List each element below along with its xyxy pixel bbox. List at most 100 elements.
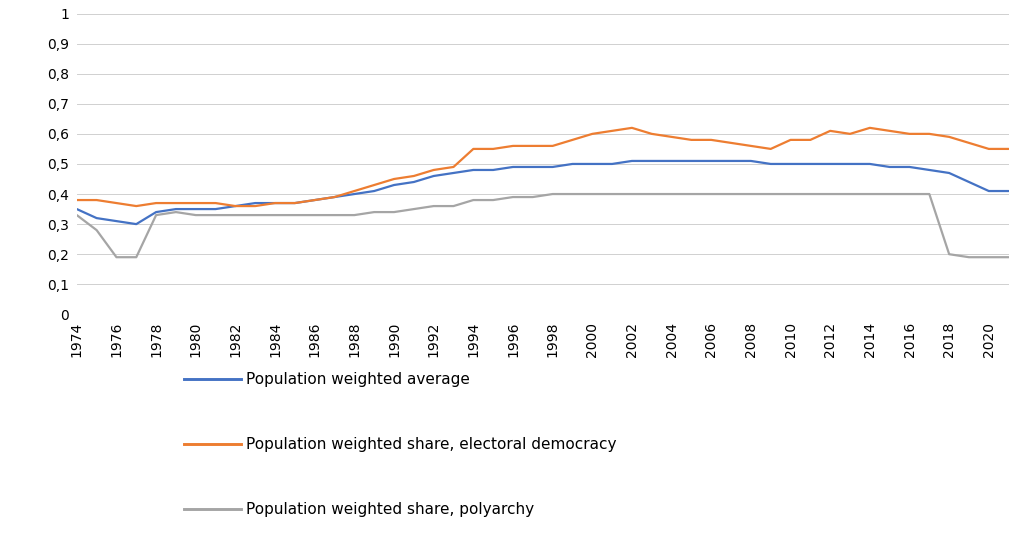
Population weighted share, electoral democracy — [90, 197, 102, 203]
Population weighted share, polyarchy — [903, 191, 915, 197]
Population weighted share, polyarchy — [71, 212, 83, 218]
Population weighted share, polyarchy — [229, 212, 242, 218]
Population weighted average — [824, 160, 837, 167]
Population weighted share, electoral democracy — [706, 137, 718, 143]
Population weighted share, polyarchy — [547, 191, 559, 197]
Population weighted share, electoral democracy — [150, 200, 162, 207]
Population weighted average — [706, 158, 718, 164]
Population weighted share, polyarchy — [924, 191, 936, 197]
Population weighted share, polyarchy — [526, 194, 539, 201]
Population weighted share, electoral democracy — [130, 203, 142, 209]
Population weighted share, polyarchy — [706, 191, 718, 197]
Population weighted average — [903, 164, 915, 170]
Population weighted share, electoral democracy — [71, 197, 83, 203]
Population weighted average — [111, 218, 123, 224]
Population weighted average — [844, 160, 856, 167]
Population weighted average — [249, 200, 261, 207]
Population weighted share, electoral democracy — [666, 134, 678, 140]
Population weighted average — [487, 167, 500, 173]
Population weighted share, polyarchy — [983, 254, 995, 261]
Population weighted share, polyarchy — [744, 191, 757, 197]
Population weighted share, polyarchy — [666, 191, 678, 197]
Population weighted share, polyarchy — [824, 191, 837, 197]
Population weighted share, electoral democracy — [189, 200, 202, 207]
Population weighted average — [329, 194, 341, 201]
Population weighted share, polyarchy — [447, 203, 460, 209]
Population weighted average — [606, 160, 618, 167]
Population weighted average — [210, 206, 222, 212]
Population weighted share, electoral democracy — [329, 194, 341, 201]
Population weighted average — [229, 203, 242, 209]
Line: Population weighted average: Population weighted average — [77, 161, 1009, 224]
Population weighted average — [447, 170, 460, 176]
Population weighted share, electoral democracy — [586, 131, 598, 137]
Population weighted share, electoral democracy — [467, 146, 479, 152]
Population weighted share, polyarchy — [249, 212, 261, 218]
Population weighted share, electoral democracy — [863, 125, 876, 131]
Population weighted share, polyarchy — [308, 212, 321, 218]
Population weighted share, electoral democracy — [784, 137, 797, 143]
Population weighted average — [428, 173, 440, 179]
Text: Population weighted share, polyarchy: Population weighted share, polyarchy — [246, 502, 534, 517]
Population weighted share, electoral democracy — [428, 167, 440, 173]
Population weighted share, polyarchy — [586, 191, 598, 197]
Population weighted share, polyarchy — [765, 191, 777, 197]
Population weighted average — [388, 182, 400, 188]
Population weighted share, polyarchy — [943, 251, 955, 257]
Population weighted share, polyarchy — [963, 254, 975, 261]
Population weighted share, electoral democracy — [765, 146, 777, 152]
Population weighted average — [308, 197, 321, 203]
Population weighted share, polyarchy — [348, 212, 360, 218]
Population weighted share, polyarchy — [566, 191, 579, 197]
Population weighted share, electoral democracy — [884, 127, 896, 134]
Population weighted average — [566, 160, 579, 167]
Population weighted average — [348, 191, 360, 197]
Population weighted share, polyarchy — [784, 191, 797, 197]
Population weighted share, polyarchy — [1002, 254, 1015, 261]
Population weighted share, electoral democracy — [725, 140, 737, 146]
Population weighted share, polyarchy — [210, 212, 222, 218]
Population weighted average — [170, 206, 182, 212]
Population weighted share, polyarchy — [804, 191, 816, 197]
Population weighted average — [467, 167, 479, 173]
Population weighted share, polyarchy — [408, 206, 420, 212]
Population weighted share, polyarchy — [606, 191, 618, 197]
Population weighted share, polyarchy — [467, 197, 479, 203]
Population weighted share, electoral democracy — [210, 200, 222, 207]
Population weighted share, electoral democracy — [804, 137, 816, 143]
Population weighted share, electoral democracy — [626, 125, 638, 131]
Population weighted share, electoral democracy — [903, 131, 915, 137]
Population weighted share, electoral democracy — [526, 143, 539, 149]
Population weighted share, electoral democracy — [487, 146, 500, 152]
Line: Population weighted share, electoral democracy: Population weighted share, electoral dem… — [77, 128, 1009, 206]
Population weighted share, polyarchy — [626, 191, 638, 197]
Population weighted share, electoral democracy — [566, 137, 579, 143]
Population weighted share, polyarchy — [428, 203, 440, 209]
Population weighted share, electoral democracy — [447, 164, 460, 170]
Population weighted average — [685, 158, 697, 164]
Population weighted average — [924, 167, 936, 173]
Population weighted average — [744, 158, 757, 164]
Population weighted average — [368, 188, 380, 194]
Population weighted average — [804, 160, 816, 167]
Population weighted share, electoral democracy — [824, 127, 837, 134]
Population weighted average — [983, 188, 995, 194]
Population weighted average — [189, 206, 202, 212]
Population weighted share, electoral democracy — [507, 143, 519, 149]
Population weighted average — [725, 158, 737, 164]
Text: Population weighted average: Population weighted average — [246, 372, 470, 387]
Population weighted share, polyarchy — [130, 254, 142, 261]
Population weighted share, electoral democracy — [289, 200, 301, 207]
Population weighted share, polyarchy — [368, 209, 380, 215]
Population weighted average — [507, 164, 519, 170]
Population weighted share, polyarchy — [150, 212, 162, 218]
Population weighted share, polyarchy — [884, 191, 896, 197]
Population weighted average — [1002, 188, 1015, 194]
Population weighted share, polyarchy — [111, 254, 123, 261]
Population weighted share, electoral democracy — [983, 146, 995, 152]
Text: Population weighted share, electoral democracy: Population weighted share, electoral dem… — [246, 437, 616, 452]
Population weighted share, electoral democracy — [943, 134, 955, 140]
Population weighted average — [586, 160, 598, 167]
Population weighted share, polyarchy — [269, 212, 282, 218]
Population weighted share, electoral democracy — [963, 140, 975, 146]
